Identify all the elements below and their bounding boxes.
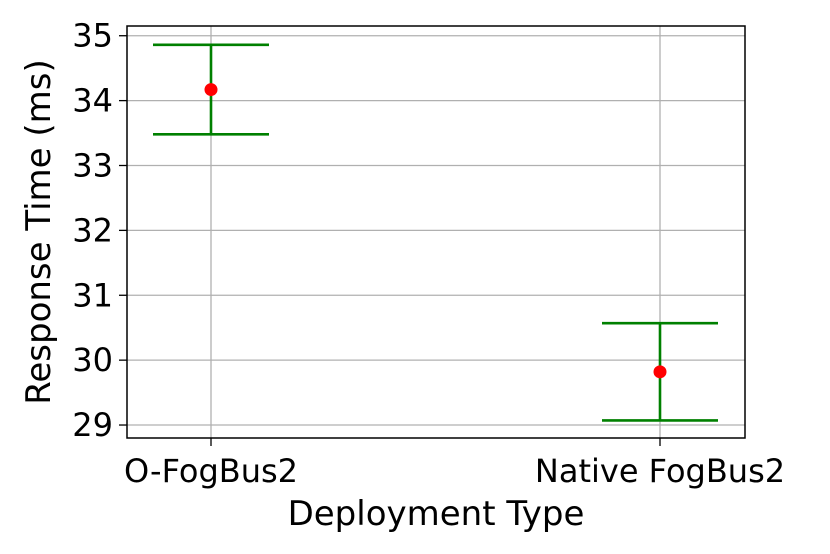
y-tick-label: 32: [72, 211, 113, 249]
x-tick-label: O-FogBus2: [124, 452, 298, 490]
y-axis-label: Response Time (ms): [19, 59, 59, 404]
data-points: [204, 83, 667, 379]
y-axis-ticks: 29 30 31 32 33 34 35: [72, 17, 127, 444]
data-point: [653, 365, 667, 379]
y-tick-label: 33: [72, 146, 113, 184]
plot-frame: [126, 25, 746, 439]
y-tick-label: 31: [72, 276, 113, 314]
y-tick-label: 30: [72, 341, 113, 379]
y-tick-label: 29: [72, 406, 113, 444]
x-axis-ticks: O-FogBus2 Native FogBus2: [124, 438, 785, 490]
grid-lines: [127, 26, 745, 438]
x-tick-label: Native FogBus2: [535, 452, 785, 490]
y-tick-label: 34: [72, 82, 113, 120]
y-tick-label: 35: [72, 17, 113, 55]
data-point: [204, 83, 218, 97]
x-axis-label: Deployment Type: [288, 494, 585, 534]
